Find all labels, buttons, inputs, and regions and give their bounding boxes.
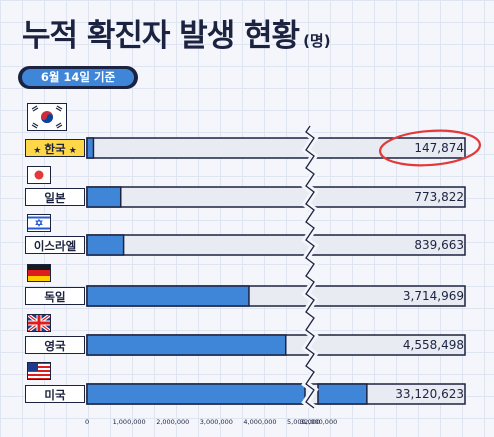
country-label: ★ 한국 ★ [25,139,85,157]
israel-flag-icon [27,214,51,232]
country-label: 독일 [25,287,85,305]
date-badge-label: 6월 14일 기준 [21,68,135,87]
x-tick-label: 32,000,000 [300,418,338,426]
country-label: 미국 [25,385,85,403]
bar-after-break [317,383,368,405]
country-label: 영국 [25,336,85,354]
date-badge: 6월 14일 기준 [18,66,138,89]
value-label: 147,874 [414,141,464,155]
bar [86,186,122,208]
country-label: 이스라엘 [25,236,85,254]
x-tick-label: 2,000,000 [156,418,190,426]
bar [86,234,125,256]
bar [86,334,287,356]
star-icon: ★ [33,146,45,156]
germany-flag-icon [27,264,51,282]
bar [86,285,250,307]
value-label: 839,663 [414,238,464,252]
x-tick-label: 1,000,000 [112,418,146,426]
usa-flag-icon [27,362,51,380]
highlight-circle [379,129,481,167]
korea-flag-icon [27,103,67,131]
country-label: 일본 [25,188,85,206]
bar [86,137,95,159]
bar-track [86,137,466,159]
value-label: 773,822 [414,190,464,204]
x-tick-label: 3,000,000 [199,418,233,426]
country-name: 한국 [44,142,66,156]
value-label: 4,558,498 [402,338,464,352]
x-tick-label: 4,000,000 [243,418,277,426]
bar-track [86,234,466,256]
japan-flag-icon [27,166,51,184]
bar [86,383,306,405]
value-label: 33,120,623 [395,387,464,401]
x-tick-label: 0 [85,418,90,426]
title-unit: (명) [303,32,331,50]
axis-break-line [305,125,315,409]
value-label: 3,714,969 [402,289,464,303]
x-tick-label: 5,000,000 [287,418,321,426]
page-title: 누적 확진자 발생 현황 (명) [22,18,331,54]
star-icon: ★ [65,146,77,156]
bar-track [86,186,466,208]
uk-flag-icon [27,314,51,332]
